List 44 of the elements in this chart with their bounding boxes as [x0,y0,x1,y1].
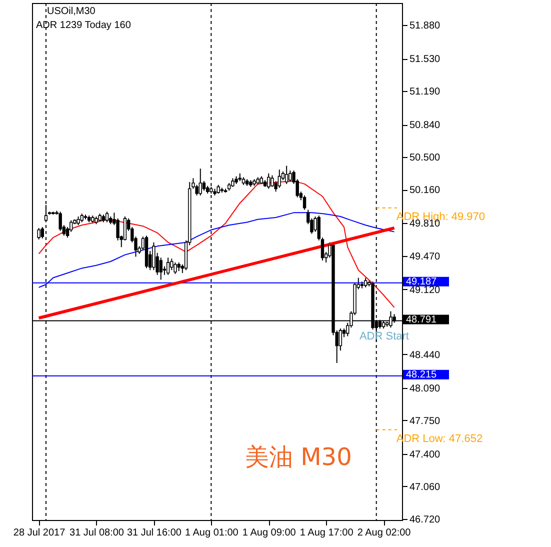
ref-line-label: 49.187 [406,276,438,288]
candlestick [198,168,202,196]
x-tick-label: 31 Jul 08:00 [70,528,124,538]
ref-line-label: 48.215 [406,369,438,380]
candlestick [166,257,170,276]
ref-line-label: 48.791 [406,314,438,326]
candlestick [105,211,109,223]
y-tick-label: 48.440 [410,350,441,361]
y-tick-label: 46.720 [410,514,441,526]
candlestick [152,242,156,271]
y-tick-label: 51.880 [410,20,441,32]
candlestick [174,262,177,274]
x-tick-label: 31 Jul 16:00 [126,528,182,538]
x-tick-label: 1 Aug 17:00 [300,528,354,538]
candlestick [364,277,368,288]
x-tick-label: 28 Jul 2017 [13,528,66,538]
y-tick-label: 47.060 [410,482,441,493]
candlestick [267,172,270,190]
candlestick [170,258,174,271]
x-tick-label: 1 Aug 01:00 [184,528,239,538]
y-tick-label: 51.190 [410,86,441,98]
x-tick-label: 2 Aug 02:00 [357,528,412,538]
candlestick [58,211,62,232]
y-tick-label: 51.530 [410,54,441,66]
annotation: 美油 M30 [244,442,352,471]
chart-title: USOil,M30 [47,6,96,17]
candlestick [270,174,274,188]
y-tick-label: 48.090 [410,383,441,394]
candlestick [288,170,292,183]
candlestick [202,180,206,192]
y-tick-label: 50.500 [410,152,441,164]
x-tick-label: 1 Aug 09:00 [242,528,296,538]
text: ADR 1239 Today 160 [36,20,132,31]
y-tick-label: 49.120 [410,284,441,296]
y-tick-label: 47.400 [410,449,441,460]
y-tick-label: 47.750 [410,416,441,427]
y-tick-label: 50.840 [410,120,441,132]
candlestick [284,165,288,184]
candlestick [278,169,281,188]
candlestick [302,194,306,210]
y-tick-label: 49.470 [410,251,441,262]
candlestick [159,257,162,280]
candlestick [37,227,40,240]
y-tick-label: 50.160 [410,185,441,196]
